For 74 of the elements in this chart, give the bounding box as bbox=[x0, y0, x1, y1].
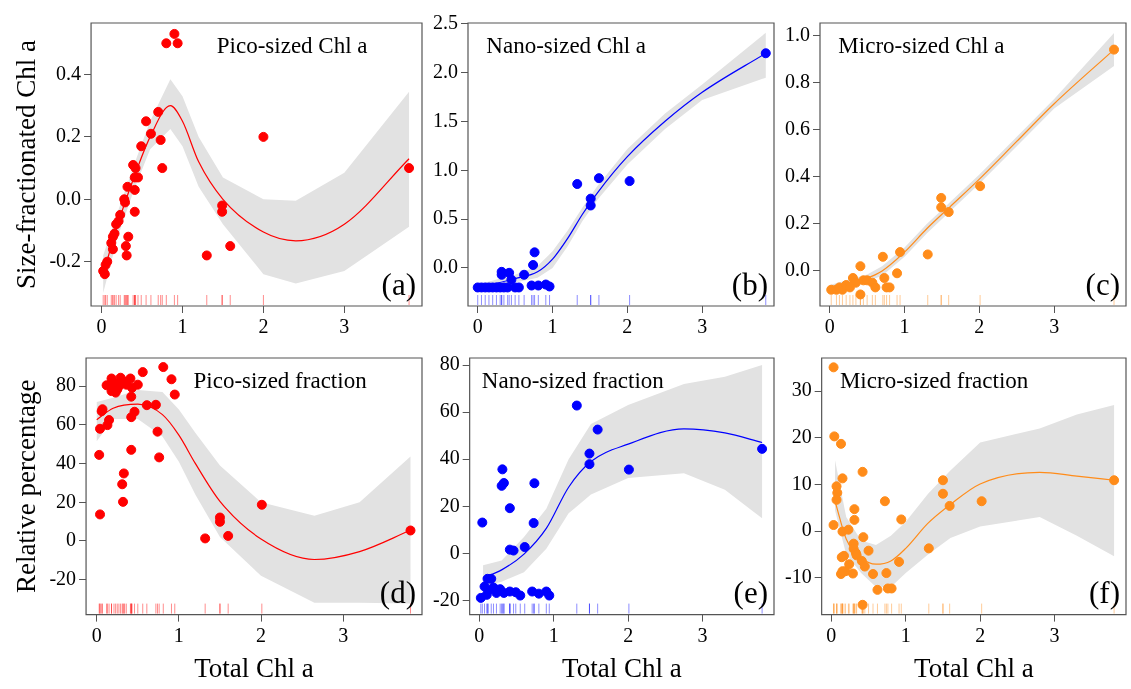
y-tick-label: 1.0 bbox=[785, 22, 810, 45]
y-tick-label: 0.5 bbox=[433, 206, 458, 229]
y-tick-label: 60 bbox=[56, 412, 77, 435]
x-tick-label: 0 bbox=[824, 315, 835, 338]
annotation: (e) bbox=[733, 575, 768, 611]
x-tick-label: 1 bbox=[173, 623, 184, 646]
y-tick-label: -0.2 bbox=[49, 248, 82, 271]
y-tick-label: 40 bbox=[56, 450, 77, 473]
x-axis-title: Total Chl a bbox=[914, 652, 1034, 683]
y-tick-label: 0.6 bbox=[785, 116, 810, 139]
chart-title: Pico-sized fraction bbox=[193, 368, 368, 394]
x-tick-label: 2 bbox=[258, 315, 269, 338]
annotation: (a) bbox=[381, 266, 416, 302]
annotation: (b) bbox=[731, 266, 768, 302]
x-tick-label: 0 bbox=[826, 623, 837, 646]
x-tick-label: 0 bbox=[472, 315, 483, 338]
y-axis-title: Relative percentage bbox=[11, 379, 42, 594]
x-tick-label: 2 bbox=[622, 315, 633, 338]
y-tick-label: -20 bbox=[49, 566, 77, 589]
y-tick-label: 40 bbox=[439, 446, 460, 469]
x-tick-label: 1 bbox=[547, 315, 558, 338]
x-tick-label: 2 bbox=[623, 623, 634, 646]
x-tick-label: 3 bbox=[338, 623, 349, 646]
x-tick-label: 3 bbox=[1049, 623, 1060, 646]
y-tick-label: 2.0 bbox=[433, 60, 458, 83]
y-tick-label: 0.0 bbox=[56, 186, 82, 209]
y-tick-label: 1.0 bbox=[433, 157, 458, 180]
y-tick-label: 2.5 bbox=[433, 11, 458, 34]
y-tick-label: 20 bbox=[439, 493, 460, 516]
x-tick-label: 3 bbox=[1049, 315, 1060, 338]
x-tick-label: 2 bbox=[975, 623, 986, 646]
y-tick-label: 0 bbox=[66, 528, 77, 551]
chart-title: Nano-sized fraction bbox=[481, 368, 665, 394]
y-tick-label: 80 bbox=[439, 352, 460, 375]
annotation: (c) bbox=[1085, 266, 1120, 302]
x-axis-title: Total Chl a bbox=[194, 652, 314, 683]
x-axis-title: Total Chl a bbox=[562, 652, 682, 683]
y-tick-label: 0.0 bbox=[785, 258, 810, 281]
x-tick-label: 2 bbox=[256, 623, 267, 646]
y-tick-label: 80 bbox=[56, 373, 77, 396]
x-tick-label: 3 bbox=[697, 623, 708, 646]
y-tick-label: 0.4 bbox=[56, 61, 82, 84]
chart-title: Micro-sized Chl a bbox=[838, 33, 1005, 59]
x-tick-label: 3 bbox=[697, 315, 708, 338]
y-tick-label: 0.4 bbox=[785, 163, 810, 186]
y-tick-label: 0.8 bbox=[785, 69, 810, 92]
y-tick-label: 20 bbox=[56, 489, 77, 512]
x-tick-label: 0 bbox=[474, 623, 485, 646]
x-tick-label: 1 bbox=[899, 315, 910, 338]
y-tick-label: 20 bbox=[791, 425, 812, 448]
y-tick-label: 60 bbox=[439, 399, 460, 422]
chart-title: Pico-sized Chl a bbox=[216, 33, 368, 59]
y-tick-label: -10 bbox=[784, 564, 812, 587]
annotation: (f) bbox=[1089, 575, 1120, 611]
x-tick-label: 3 bbox=[339, 315, 350, 338]
y-tick-label: 30 bbox=[791, 378, 812, 401]
y-tick-label: -20 bbox=[432, 587, 460, 610]
y-tick-label: 0.2 bbox=[785, 211, 810, 234]
y-tick-label: 1.5 bbox=[433, 108, 458, 131]
y-axis-title: Size-fractionated Chl a bbox=[11, 40, 42, 289]
x-tick-label: 1 bbox=[548, 623, 559, 646]
x-tick-label: 1 bbox=[900, 623, 911, 646]
annotation: (d) bbox=[379, 575, 416, 611]
y-tick-label: 0.0 bbox=[433, 255, 458, 278]
x-tick-label: 0 bbox=[91, 623, 102, 646]
x-tick-label: 1 bbox=[177, 315, 188, 338]
chart-title: Micro-sized fraction bbox=[839, 368, 1029, 394]
y-tick-label: 0 bbox=[801, 518, 812, 541]
chart-title: Nano-sized Chl a bbox=[486, 33, 647, 59]
y-tick-label: 0 bbox=[449, 540, 460, 563]
y-tick-label: 10 bbox=[791, 471, 812, 494]
y-tick-label: 0.2 bbox=[56, 124, 82, 147]
x-tick-label: 2 bbox=[974, 315, 985, 338]
x-tick-label: 0 bbox=[96, 315, 107, 338]
